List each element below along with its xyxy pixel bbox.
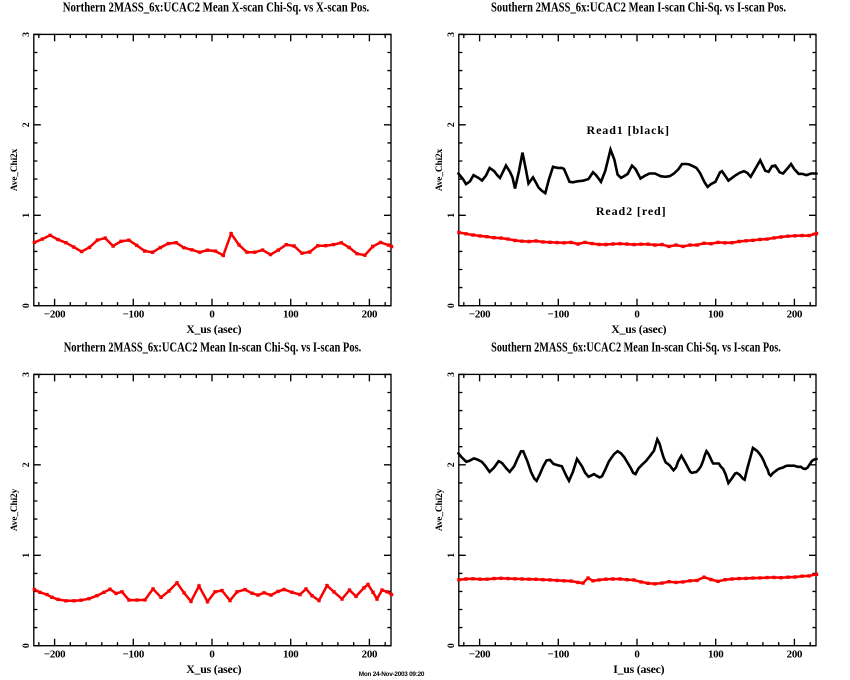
svg-text:100: 100 [283, 648, 299, 660]
svg-text:−100: −100 [123, 648, 145, 660]
svg-text:X_us (asec): X_us (asec) [186, 322, 241, 336]
svg-text:2: 2 [446, 122, 457, 127]
svg-text:2: 2 [21, 122, 32, 127]
svg-text:0: 0 [634, 648, 640, 660]
svg-text:0: 0 [446, 643, 457, 648]
svg-text:−200: −200 [469, 308, 491, 320]
svg-text:−200: −200 [469, 648, 491, 660]
svg-text:Northern 2MASS_6x:UCAC2 Mean X: Northern 2MASS_6x:UCAC2 Mean X-scan Chi-… [63, 0, 370, 15]
svg-text:−100: −100 [123, 308, 145, 320]
svg-text:0: 0 [209, 648, 215, 660]
svg-text:Ave_Chi2x: Ave_Chi2x [10, 148, 20, 191]
svg-text:Northern 2MASS_6x:UCAC2 Mean I: Northern 2MASS_6x:UCAC2 Mean In-scan Chi… [64, 339, 362, 355]
svg-text:3: 3 [21, 372, 32, 377]
svg-text:200: 200 [787, 648, 803, 660]
svg-text:Read1 [black]: Read1 [black] [587, 123, 670, 137]
svg-text:200: 200 [787, 308, 803, 320]
svg-text:Ave_Chi2y: Ave_Chi2y [435, 488, 445, 531]
svg-text:0: 0 [21, 643, 32, 648]
svg-text:0: 0 [446, 303, 457, 308]
svg-text:1: 1 [446, 553, 457, 558]
svg-text:1: 1 [21, 213, 32, 218]
svg-text:100: 100 [283, 308, 299, 320]
svg-text:3: 3 [446, 32, 457, 37]
svg-text:Mon 24-Nov-2003 09:20: Mon 24-Nov-2003 09:20 [359, 671, 425, 678]
svg-text:Ave_Chi2y: Ave_Chi2y [10, 488, 20, 531]
svg-text:0: 0 [634, 308, 640, 320]
svg-text:−100: −100 [548, 308, 570, 320]
svg-text:200: 200 [362, 648, 378, 660]
svg-text:100: 100 [708, 308, 724, 320]
svg-text:100: 100 [708, 648, 724, 660]
svg-text:I_us (asec): I_us (asec) [613, 662, 664, 676]
svg-text:1: 1 [21, 553, 32, 558]
svg-text:X_us (asec): X_us (asec) [611, 322, 666, 336]
svg-text:0: 0 [209, 308, 215, 320]
svg-text:−100: −100 [548, 648, 570, 660]
svg-text:3: 3 [21, 32, 32, 37]
svg-text:Southern 2MASS_6x:UCAC2 Mean I: Southern 2MASS_6x:UCAC2 Mean I-scan Chi-… [491, 0, 786, 15]
svg-text:3: 3 [446, 372, 457, 377]
svg-text:Ave_Chi2x: Ave_Chi2x [435, 148, 445, 191]
svg-text:200: 200 [362, 308, 378, 320]
svg-text:2: 2 [446, 462, 457, 467]
svg-text:2: 2 [21, 462, 32, 467]
svg-text:1: 1 [446, 213, 457, 218]
svg-text:−200: −200 [44, 308, 66, 320]
svg-text:Read2 [red]: Read2 [red] [596, 204, 667, 218]
svg-text:−200: −200 [44, 648, 66, 660]
svg-text:0: 0 [21, 303, 32, 308]
svg-text:X_us (asec): X_us (asec) [186, 662, 241, 676]
svg-text:Southern 2MASS_6x:UCAC2 Mean I: Southern 2MASS_6x:UCAC2 Mean In-scan Chi… [491, 339, 781, 355]
